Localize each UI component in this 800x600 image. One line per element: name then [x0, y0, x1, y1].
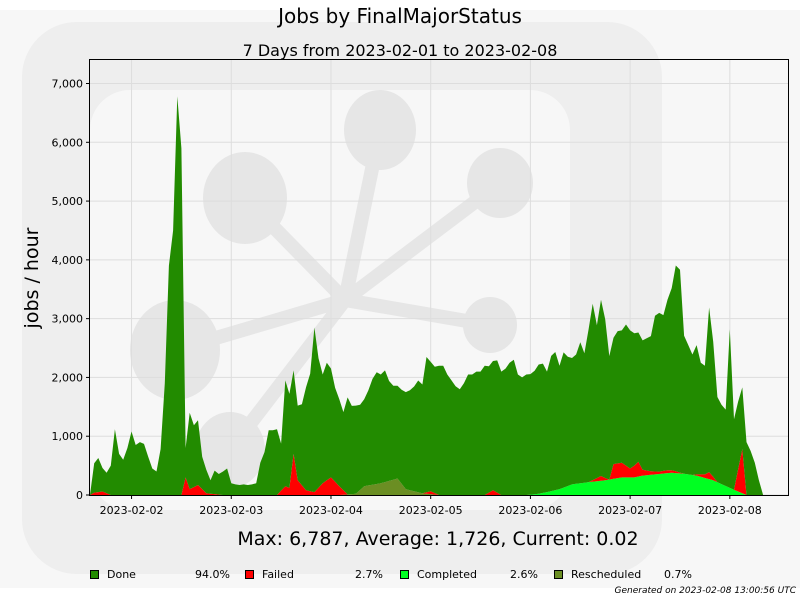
legend-pct-rescheduled: 0.7%: [664, 568, 692, 581]
y-tick-label: 6,000: [52, 136, 84, 149]
series-area-failed: [90, 449, 788, 495]
series-area-done: [90, 96, 788, 496]
y-tick-label: 1,000: [52, 430, 84, 443]
x-tick-label: 2023-02-05: [399, 504, 463, 517]
y-tick-label: 4,000: [52, 254, 84, 267]
legend-label-failed: Failed: [262, 568, 294, 581]
x-tick-label: 2023-02-08: [698, 504, 762, 517]
legend-label-completed: Completed: [417, 568, 477, 581]
x-tick-label: 2023-02-06: [498, 504, 562, 517]
legend-swatch-failed: [245, 570, 254, 579]
chart-subtitle: 7 Days from 2023-02-01 to 2023-02-08: [242, 41, 558, 60]
legend-pct-failed: 2.7%: [355, 568, 383, 581]
y-tick-label: 7,000: [52, 78, 84, 91]
plot-frame: [89, 59, 789, 496]
x-tick-label: 2023-02-07: [598, 504, 662, 517]
y-tick-label: 0: [76, 489, 83, 502]
x-tick-label: 2023-02-03: [199, 504, 263, 517]
x-tick-label: 2023-02-04: [299, 504, 363, 517]
y-tick-label: 2,000: [52, 371, 84, 384]
legend-swatch-completed: [400, 570, 409, 579]
axis-ticks: 0 1,000 2,000 3,000 4,000 5,000 6,000 7,000 2023…: [52, 78, 762, 517]
legend-pct-completed: 2.6%: [510, 568, 538, 581]
legend-label-rescheduled: Rescheduled: [571, 568, 642, 581]
y-axis-label: jobs / hour: [21, 227, 43, 329]
legend-swatch-done: [90, 570, 99, 579]
series-area-completed: [90, 472, 788, 495]
chart-title: Jobs by FinalMajorStatus: [278, 4, 522, 28]
series-areas: [90, 96, 788, 496]
legend-label-done: Done: [107, 568, 136, 581]
stats-summary: Max: 6,787, Average: 1,726, Current: 0.0…: [237, 528, 639, 550]
generated-timestamp: Generated on 2023-02-08 13:00:56 UTC: [614, 586, 797, 596]
legend-pct-done: 94.0%: [195, 568, 230, 581]
y-tick-label: 3,000: [52, 313, 84, 326]
x-tick-label: 2023-02-02: [100, 504, 164, 517]
y-tick-label: 5,000: [52, 195, 84, 208]
legend-swatch-rescheduled: [554, 570, 563, 579]
